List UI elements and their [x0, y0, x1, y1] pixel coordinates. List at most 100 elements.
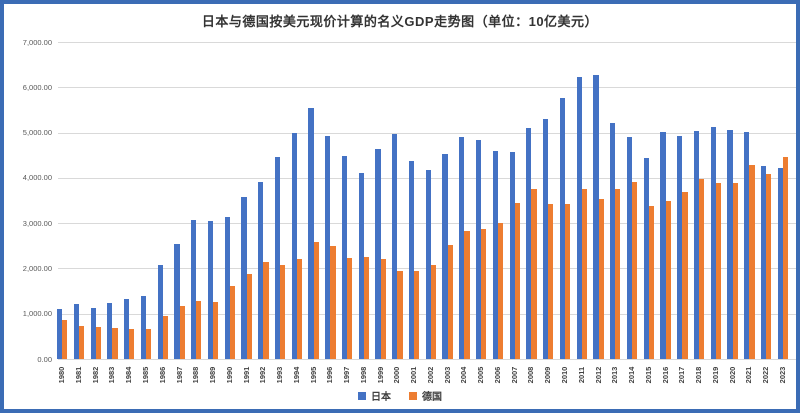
x-axis-year-label: 2013 — [610, 366, 620, 384]
bar-japan-2011 — [576, 76, 582, 359]
x-axis-year-label: 1988 — [191, 366, 201, 384]
y-axis-tick-label: 5,000.00 — [22, 128, 52, 138]
y-axis-tick-label: 2,000.00 — [22, 263, 52, 273]
x-axis-year-label: 1987 — [174, 366, 184, 384]
bar-germany-2009 — [548, 204, 554, 359]
bar-germany-2015 — [648, 205, 654, 359]
x-axis-year-label: 1984 — [124, 366, 134, 384]
bar-germany-1989 — [213, 301, 219, 359]
bar-japan-2021 — [744, 132, 750, 359]
x-axis-year-label: 1996 — [325, 366, 335, 384]
bar-japan-1992 — [258, 181, 264, 359]
y-axis-tick-label: 4,000.00 — [22, 173, 52, 183]
bar-japan-2002 — [425, 169, 431, 359]
bar-germany-2011 — [581, 188, 587, 359]
x-axis-year-label: 2016 — [660, 366, 670, 384]
bar-germany-1988 — [196, 301, 202, 359]
bar-germany-1992 — [263, 262, 269, 359]
bar-japan-2013 — [610, 122, 616, 359]
bar-japan-2019 — [710, 127, 716, 359]
bar-germany-1990 — [229, 286, 235, 359]
bar-japan-1996 — [325, 136, 331, 359]
bar-japan-1980 — [57, 308, 63, 359]
bar-japan-1990 — [224, 217, 230, 359]
bar-japan-2014 — [626, 137, 633, 359]
x-axis-year-label: 1994 — [291, 366, 301, 384]
bar-germany-2003 — [447, 245, 453, 359]
bar-japan-1991 — [241, 196, 247, 359]
legend-label-germany: 德国 — [422, 392, 442, 403]
bar-germany-2000 — [397, 270, 403, 359]
x-axis-year-label: 2004 — [459, 366, 469, 384]
x-axis-year-label: 2020 — [727, 366, 737, 384]
chart-title: 日本与德国按美元现价计算的名义GDP走势图（单位：10亿美元） — [201, 14, 599, 29]
y-axis-tick-label: 7,000.00 — [22, 37, 52, 47]
plot-area: 0.00 1,000.00 2,000.00 3,000.00 4,000.00 5,00… — [4, 4, 796, 409]
y-axis-tick-label: 0.00 — [37, 354, 52, 364]
bar-germany-2020 — [732, 182, 738, 359]
x-axis-year-label: 1985 — [141, 366, 150, 384]
legend-item-germany: 德国 — [409, 388, 442, 403]
bar-germany-1993 — [280, 265, 286, 359]
bar-germany-1996 — [330, 245, 336, 359]
x-axis-year-label: 2003 — [442, 366, 452, 384]
x-axis-year-label: 2015 — [643, 366, 653, 384]
bar-japan-1997 — [341, 155, 348, 359]
x-axis-year-label: 2018 — [694, 366, 704, 384]
bar-japan-1993 — [274, 157, 281, 359]
bar-japan-2009 — [543, 119, 549, 359]
bar-japan-2007 — [509, 151, 515, 359]
bar-germany-1991 — [246, 274, 252, 359]
x-axis-year-label: 1980 — [57, 366, 67, 384]
bar-germany-2007 — [514, 203, 520, 359]
bar-japan-2010 — [559, 98, 565, 359]
x-axis-year-label: 2022 — [761, 366, 771, 384]
bar-germany-2021 — [749, 165, 755, 359]
bar-japan-1983 — [107, 302, 113, 359]
bar-germany-1986 — [162, 316, 168, 359]
bar-germany-2013 — [615, 189, 621, 359]
bar-germany-2023 — [782, 157, 789, 359]
x-axis-year-label: 2010 — [560, 366, 569, 384]
x-axis-year-label: 2017 — [677, 366, 687, 384]
x-axis-year-label: 2021 — [744, 366, 754, 384]
bar-japan-2005 — [476, 140, 482, 359]
bar-japan-2017 — [677, 135, 683, 359]
bar-germany-1981 — [78, 326, 85, 359]
y-axis-tick-label: 6,000.00 — [22, 82, 52, 92]
bar-germany-2022 — [766, 173, 772, 359]
bar-germany-1997 — [347, 258, 353, 359]
bar-germany-1982 — [95, 327, 101, 359]
x-axis-year-label: 2006 — [492, 366, 502, 384]
x-axis-year-label: 2023 — [777, 366, 787, 384]
x-axis-year-label: 2001 — [409, 366, 419, 384]
bar-japan-2001 — [408, 160, 415, 359]
x-axis-year-label: 1983 — [107, 366, 117, 384]
x-axis-year-label: 2014 — [627, 366, 637, 384]
legend-swatch-japan — [358, 391, 366, 400]
bar-japan-1987 — [174, 244, 180, 359]
bar-germany-2010 — [565, 204, 571, 359]
x-axis-year-label: 1989 — [208, 366, 218, 384]
y-axis-tick-label: 3,000.00 — [22, 218, 52, 228]
x-axis-year-label: 2002 — [425, 366, 435, 384]
bar-japan-2018 — [693, 130, 700, 359]
bar-germany-2001 — [414, 270, 420, 359]
bar-japan-2004 — [459, 137, 465, 359]
bar-germany-1987 — [179, 305, 185, 359]
bar-germany-1994 — [296, 258, 303, 359]
x-axis-year-label: 2000 — [392, 366, 402, 384]
bar-germany-1999 — [380, 259, 386, 359]
gridline — [58, 87, 796, 89]
x-axis-year-label: 1991 — [241, 366, 251, 384]
x-axis-year-label: 2008 — [526, 366, 536, 384]
bar-japan-2023 — [777, 168, 783, 359]
bar-japan-1998 — [358, 173, 364, 359]
bar-japan-1995 — [308, 107, 314, 359]
x-axis-year-label: 1981 — [73, 366, 83, 384]
legend-swatch-germany — [409, 391, 417, 400]
bar-germany-2016 — [665, 200, 671, 359]
bar-germany-2014 — [632, 182, 638, 359]
bar-germany-1984 — [129, 329, 135, 359]
